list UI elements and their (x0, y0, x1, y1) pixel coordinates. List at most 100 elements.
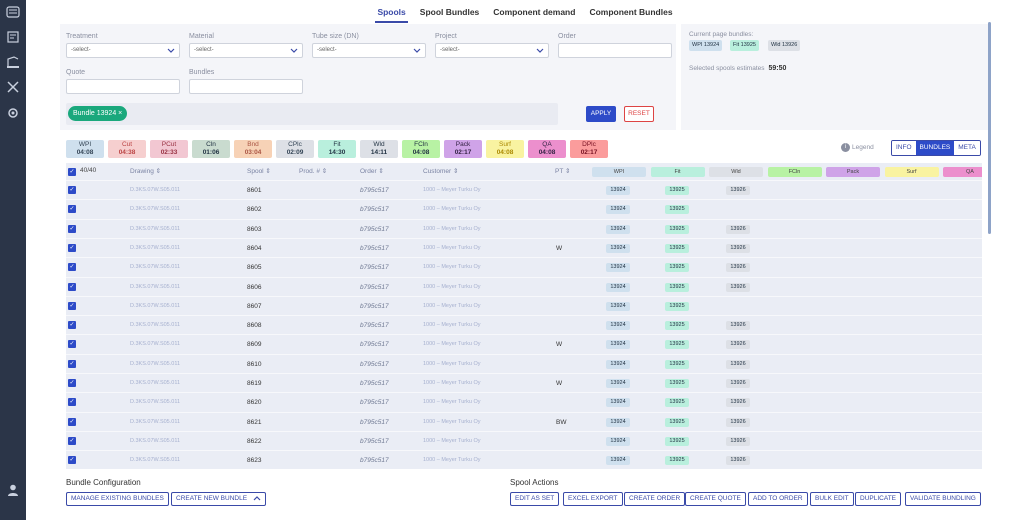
select-all-checkbox[interactable]: ✓ (68, 168, 76, 176)
order-input[interactable] (558, 43, 672, 58)
col-spool[interactable]: Spool ⇕ (247, 168, 271, 175)
stage-tile-wpi[interactable]: WPI 04:08 (66, 140, 104, 158)
wld-bundle-badge[interactable]: 13926 (726, 340, 750, 350)
wpi-bundle-badge[interactable]: 13924 (606, 321, 630, 331)
row-checkbox[interactable]: ✓ (68, 456, 76, 465)
wld-bundle-badge[interactable]: 13926 (726, 417, 750, 427)
wpi-bundle-badge[interactable]: 13924 (606, 205, 630, 215)
stage-tile-fit[interactable]: Fit 14:30 (318, 140, 356, 158)
fit-bundle-badge[interactable]: 13925 (665, 224, 689, 234)
stage-tile-bnd[interactable]: Bnd 03:04 (234, 140, 272, 158)
stage-tile-fcln[interactable]: FCln 04:08 (402, 140, 440, 158)
wpi-bundle-badge[interactable]: 13924 (606, 282, 630, 292)
table-row[interactable]: ✓ D.3KS.07W.S05.011 8623 b795c517 1000 – Mey… (66, 450, 982, 469)
row-checkbox[interactable]: ✓ (68, 398, 76, 407)
create-quote-button[interactable]: CREATE QUOTE (685, 492, 746, 506)
view-info[interactable]: INFO (892, 141, 916, 155)
wpi-bundle-badge[interactable]: 13924 (606, 263, 630, 273)
table-row[interactable]: ✓ D.3KS.07W.S05.011 8608 b795c517 1000 – Mey… (66, 315, 982, 334)
row-checkbox[interactable]: ✓ (68, 359, 76, 368)
wld-bundle-badge[interactable]: 13926 (726, 243, 750, 253)
table-row[interactable]: ✓ D.3KS.07W.S05.011 8609 b795c517 1000 – Mey… (66, 334, 982, 353)
wpi-bundle-badge[interactable]: 13924 (606, 224, 630, 234)
wld-bundle-badge[interactable]: 13926 (726, 379, 750, 388)
fit-bundle-badge[interactable]: 13925 (665, 359, 689, 369)
tab-component-demand[interactable]: Component demand (493, 7, 576, 17)
wpi-bundle-badge[interactable]: 13924 (606, 398, 630, 408)
stage-tile-surf[interactable]: Surf 04:08 (486, 140, 524, 158)
wpi-bundle-badge[interactable]: 13924 (606, 340, 630, 350)
quote-input[interactable] (66, 79, 180, 94)
wld-bundle-badge[interactable]: 13926 (726, 398, 750, 408)
row-checkbox[interactable]: ✓ (68, 224, 76, 233)
stage-tile-dplc[interactable]: DPlc 02:17 (570, 140, 608, 158)
material-select[interactable]: -select- (189, 43, 303, 58)
table-row[interactable]: ✓ D.3KS.07W.S05.011 8620 b795c517 1000 – Mey… (66, 392, 982, 411)
stage-tile-pcut[interactable]: PCut 02:33 (150, 140, 188, 158)
table-row[interactable]: ✓ D.3KS.07W.S05.011 8622 b795c517 1000 – Mey… (66, 430, 982, 450)
project-select[interactable]: -select- (435, 43, 549, 58)
edit-as-set-button[interactable]: EDIT AS SET (510, 492, 560, 506)
scrollbar[interactable] (988, 22, 991, 234)
stage-tile-cut[interactable]: Cut 04:38 (108, 140, 146, 158)
book-icon[interactable] (5, 30, 21, 44)
fit-bundle-badge[interactable]: 13925 (665, 205, 689, 215)
tab-spool-bundles[interactable]: Spool Bundles (419, 7, 480, 17)
menu-icon[interactable] (5, 5, 21, 19)
col-prod[interactable]: Prod. # ⇕ (299, 168, 328, 175)
table-row[interactable]: ✓ D.3KS.07W.S05.011 8606 b795c517 1000 – Mey… (66, 276, 982, 296)
row-checkbox[interactable]: ✓ (68, 417, 76, 426)
view-bundles[interactable]: BUNDLES (915, 141, 955, 155)
stage-tile-cplc[interactable]: CPlc 02:09 (276, 140, 314, 158)
fit-bundle-badge[interactable]: 13925 (665, 340, 689, 350)
table-row[interactable]: ✓ D.3KS.07W.S05.011 8601 b795c517 1000 – Mey… (66, 180, 982, 199)
apply-button[interactable]: APPLY (586, 106, 616, 122)
row-checkbox[interactable]: ✓ (68, 243, 76, 252)
wpi-bundle-badge[interactable]: 13924 (606, 456, 630, 466)
stage-tile-wld[interactable]: Wld 14:11 (360, 140, 398, 158)
row-checkbox[interactable]: ✓ (68, 436, 76, 445)
row-checkbox[interactable]: ✓ (68, 321, 76, 330)
wpi-bundle-badge[interactable]: 13924 (606, 359, 630, 369)
wld-bundle-badge[interactable]: 13926 (726, 224, 750, 234)
tab-spools[interactable]: Spools (375, 6, 408, 23)
add-to-order-button[interactable]: ADD TO ORDER (748, 492, 808, 506)
row-checkbox[interactable]: ✓ (68, 186, 76, 194)
bundles-input[interactable] (189, 79, 303, 94)
bundle-filter-chip[interactable]: Bundle 13924 × (68, 106, 128, 121)
col-drawing[interactable]: Drawing ⇕ (130, 168, 162, 175)
tools-icon[interactable] (5, 80, 21, 94)
wpi-bundle-badge[interactable]: 13924 (606, 417, 630, 427)
col-order[interactable]: Order ⇕ (360, 168, 384, 175)
stage-tile-pack[interactable]: Pack 02:17 (444, 140, 482, 158)
wld-bundle-badge[interactable]: 13926 (726, 359, 750, 369)
user-icon[interactable] (5, 483, 21, 497)
col-customer[interactable]: Customer ⇕ (423, 168, 459, 175)
fit-bundle-badge[interactable]: 13925 (665, 263, 689, 273)
table-row[interactable]: ✓ D.3KS.07W.S05.011 8610 b795c517 1000 – Mey… (66, 353, 982, 373)
table-row[interactable]: ✓ D.3KS.07W.S05.011 8605 b795c517 1000 – Mey… (66, 257, 982, 276)
treatment-select[interactable]: -select- (66, 43, 180, 58)
row-checkbox[interactable]: ✓ (68, 340, 76, 349)
wld-bundle-badge[interactable]: 13926 (726, 186, 750, 195)
table-row[interactable]: ✓ D.3KS.07W.S05.011 8619 b795c517 1000 – Mey… (66, 373, 982, 392)
wpi-bundle-badge[interactable]: 13924 (606, 301, 630, 311)
view-meta[interactable]: META (954, 141, 980, 155)
crane-icon[interactable] (5, 55, 21, 69)
row-checkbox[interactable]: ✓ (68, 263, 76, 272)
table-row[interactable]: ✓ D.3KS.07W.S05.011 8607 b795c517 1000 – Mey… (66, 295, 982, 315)
wld-bundle-badge[interactable]: 13926 (726, 282, 750, 292)
create-bundle-button[interactable]: CREATE NEW BUNDLE (171, 492, 267, 506)
fit-bundle-badge[interactable]: 13925 (665, 417, 689, 427)
fit-bundle-badge[interactable]: 13925 (665, 301, 689, 311)
fit-bundle-badge[interactable]: 13925 (665, 379, 689, 388)
tab-component-bundles[interactable]: Component Bundles (589, 7, 673, 17)
wld-bundle-badge[interactable]: 13926 (726, 456, 750, 466)
tube-size-select[interactable]: -select- (312, 43, 426, 58)
table-row[interactable]: ✓ D.3KS.07W.S05.011 8604 b795c517 1000 – Mey… (66, 237, 982, 257)
excel-export-button[interactable]: EXCEL EXPORT (563, 492, 623, 506)
wpi-bundle-badge[interactable]: 13924 (606, 186, 630, 195)
table-row[interactable]: ✓ D.3KS.07W.S05.011 8621 b795c517 1000 – Mey… (66, 411, 982, 431)
settings-icon[interactable] (5, 106, 21, 120)
stage-tile-cln[interactable]: Cln 01:06 (192, 140, 230, 158)
